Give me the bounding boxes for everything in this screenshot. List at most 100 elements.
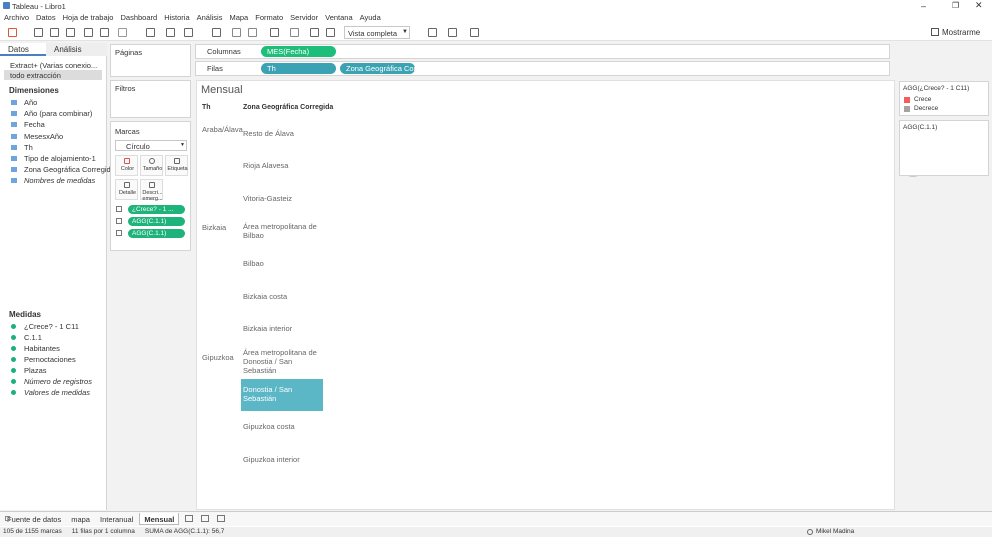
menu-item[interactable]: Mapa	[229, 13, 249, 22]
toolbar-icon[interactable]	[100, 28, 109, 37]
mark-button[interactable]: Descri... emerg...	[140, 179, 163, 202]
toolbar-icon[interactable]	[310, 28, 319, 37]
sheet-tab[interactable]: Fuente de datos	[7, 515, 62, 524]
sheet-tab[interactable]: mapa	[71, 515, 90, 524]
dimension-field[interactable]: Tipo de alojamiento-1	[24, 154, 96, 163]
data-pane	[0, 43, 107, 510]
status-bar	[0, 527, 992, 537]
row-pill[interactable]: Th	[261, 63, 336, 74]
toolbar-icon[interactable]	[66, 28, 75, 37]
measure-field[interactable]: Valores de medidas	[24, 388, 91, 397]
toolbar-icon[interactable]	[326, 28, 335, 37]
menu-item[interactable]: Servidor	[290, 13, 319, 22]
measures-title: Medidas	[9, 310, 42, 319]
maximize-button[interactable]: ❐	[952, 1, 960, 10]
dimension-field[interactable]: Th	[24, 142, 33, 152]
new-sheet-icon[interactable]	[185, 515, 194, 522]
row-label[interactable]: Resto de Álava	[243, 128, 294, 138]
new-sheet-icon[interactable]	[217, 515, 226, 522]
toolbar-icon[interactable]	[84, 28, 93, 37]
pane-tab[interactable]: Datos	[0, 43, 46, 56]
view-mode-label: Vista completa	[348, 29, 398, 38]
menu-item[interactable]: Dashboard	[120, 13, 158, 22]
sheet-tab[interactable]: Mensual	[139, 513, 180, 525]
mark-button[interactable]: Detalle	[115, 179, 138, 200]
row-label[interactable]: Bilbao	[243, 259, 264, 269]
mark-button[interactable]: Tamaño	[140, 155, 163, 176]
row-label[interactable]: Bizkaia costa	[243, 291, 288, 301]
legend-title: AGG(¿Crece? - 1 C11)	[903, 85, 970, 92]
measure-field[interactable]: Pernoctaciones	[24, 355, 76, 364]
pane-tab[interactable]: Análisis	[46, 43, 92, 56]
row-label[interactable]: Rioja Alavesa	[243, 161, 289, 171]
column-pill[interactable]: MES(Fecha)	[261, 46, 336, 57]
dimension-field[interactable]: Nombres de medidas	[24, 176, 96, 186]
legend-label[interactable]: Decrece	[914, 105, 939, 112]
status-text: 105 de 1155 marcas	[3, 528, 62, 535]
toolbar-icon[interactable]	[232, 28, 241, 37]
measure-field[interactable]: ¿Crece? - 1 C11	[24, 322, 79, 331]
toolbar-icon[interactable]	[50, 28, 59, 37]
row-label[interactable]: Gipuzkoa costa	[243, 422, 295, 432]
row-label[interactable]: Donostia / San Sebastián	[243, 385, 293, 404]
toolbar-icon[interactable]	[290, 28, 299, 37]
field-icon	[11, 167, 17, 173]
dimension-field[interactable]: MesesxAño	[24, 131, 64, 141]
toolbar-icon[interactable]	[212, 28, 221, 37]
toolbar-icon[interactable]	[118, 28, 127, 37]
toolbar-icon[interactable]	[428, 28, 437, 37]
mark-button-label: Descri... emerg...	[142, 190, 163, 202]
sheet-tab[interactable]: Interanual	[99, 515, 134, 524]
toolbar-icon[interactable]	[34, 28, 43, 37]
menu-item[interactable]: Ventana	[325, 13, 353, 22]
menu-item[interactable]: Archivo	[4, 13, 30, 22]
close-button[interactable]: ✕	[975, 0, 983, 10]
minimize-button[interactable]: –	[921, 1, 927, 11]
menu-item[interactable]: Ayuda	[359, 13, 381, 22]
chart-title: Mensual	[201, 84, 243, 96]
row-label[interactable]: Área metropolitana de Bilbao	[243, 222, 317, 241]
toolbar-icon[interactable]	[8, 28, 17, 37]
dimension-field[interactable]: Año (para combinar)	[24, 109, 93, 119]
measure-field[interactable]: Plazas	[24, 366, 47, 375]
tab-bar	[0, 511, 992, 526]
toolbar-icon[interactable]	[184, 28, 193, 37]
data-extract[interactable]: todo extracción	[10, 71, 61, 80]
row-label[interactable]: Área metropolitana de Donostia / San Seb…	[243, 348, 317, 375]
measure-field[interactable]: C.1.1	[24, 333, 42, 342]
dimension-field[interactable]: Año	[24, 98, 38, 107]
row-pill[interactable]: Zona Geográfica Corr...	[340, 63, 424, 74]
mark-pill[interactable]: AGG(C.1.1)	[128, 217, 185, 226]
menu-item[interactable]: Hoja de trabajo	[62, 13, 114, 22]
dimension-field[interactable]: Fecha	[24, 120, 45, 130]
row-label[interactable]: Bizkaia interior	[243, 324, 293, 334]
dimension-field[interactable]: Zona Geográfica Corregida	[24, 165, 115, 175]
row-label[interactable]: Vitoria-Gasteiz	[243, 194, 293, 203]
view-mode-dropdown[interactable]: Vista completa ▼	[344, 26, 410, 39]
row-label[interactable]: Gipuzkoa interior	[243, 454, 300, 464]
measure-field[interactable]: Habitantes	[24, 344, 60, 353]
toolbar-icon[interactable]	[470, 28, 479, 37]
toolbar-icon[interactable]	[146, 28, 155, 37]
user-name[interactable]: Mikel Madina	[816, 528, 855, 535]
mark-pill[interactable]: ¿Crece? - 1 ...	[128, 205, 185, 214]
mark-button[interactable]: Color	[115, 155, 138, 176]
show-me-button[interactable]: Mostrarme	[942, 28, 981, 37]
mark-type-dropdown[interactable]: Círculo ▼	[115, 140, 187, 151]
toolbar-icon[interactable]	[166, 28, 175, 37]
menu-item[interactable]: Historia	[164, 13, 190, 22]
mark-pill[interactable]: AGG(C.1.1)	[128, 229, 185, 238]
toolbar-icon[interactable]	[448, 28, 457, 37]
measure-field[interactable]: Número de registros	[24, 377, 92, 386]
legend-label[interactable]: Crece	[914, 96, 932, 103]
mark-button[interactable]: Etiqueta	[165, 155, 188, 176]
toolbar-icon[interactable]	[248, 28, 257, 37]
field-icon	[11, 122, 17, 128]
new-sheet-icon[interactable]	[201, 515, 210, 522]
data-source[interactable]: Extract+ (Varias conexio...	[10, 61, 98, 70]
toolbar-icon[interactable]	[270, 28, 279, 37]
menu-item[interactable]: Análisis	[196, 13, 223, 22]
menu-item[interactable]: Formato	[255, 13, 284, 22]
menu-item[interactable]: Datos	[36, 13, 56, 22]
